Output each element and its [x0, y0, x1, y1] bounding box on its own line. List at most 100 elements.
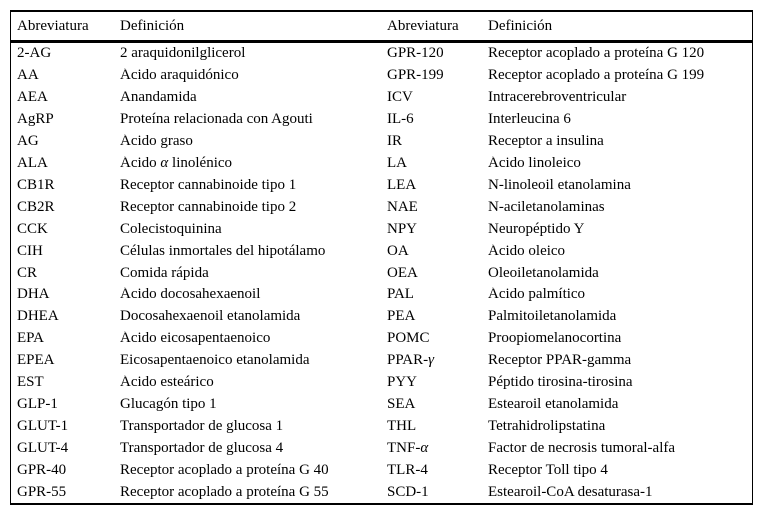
table-row: AEA Anandamida ICV Intracerebroventricul… [11, 87, 752, 109]
definition-cell-right: Tetrahidrolipstatina [488, 418, 606, 434]
table-row: CB1R Receptor cannabinoide tipo 1 LEA N-… [11, 174, 752, 196]
table-row: 2-AG 2 araquidonilglicerol GPR-120 Recep… [11, 43, 752, 65]
definition-cell-right: Receptor acoplado a proteína G 120 [488, 46, 705, 62]
table-row: AgRP Proteína relacionada con Agouti IL-… [11, 109, 752, 131]
definition-cell-left: Transportador de glucosa 1 [120, 418, 284, 434]
header-abbreviation-left: Abreviatura [17, 18, 89, 34]
abbreviation-cell-right: SCD-1 [387, 484, 429, 500]
definition-cell-right: Péptido tirosina-tirosina [488, 375, 633, 391]
abbreviation-cell-right: OEA [387, 265, 418, 281]
abbreviation-cell-right: TNF-α [387, 440, 429, 456]
definition-cell-left: Proteína relacionada con Agouti [120, 112, 313, 128]
abbreviation-cell-right: PPAR-γ [387, 353, 435, 369]
definition-cell-right: Proopiomelanocortina [488, 331, 622, 347]
abbreviation-cell-left: CB1R [17, 177, 55, 193]
abbreviation-cell-right: POMC [387, 331, 430, 347]
table-row: AG Ácido graso IR Receptor a insulina [11, 131, 752, 153]
definition-cell-left: Colecistoquinina [120, 221, 222, 237]
table-row: GLUT-1 Transportador de glucosa 1 THL Te… [11, 415, 752, 437]
abbreviation-cell-right: OA [387, 243, 409, 259]
header-abbreviation-right: Abreviatura [387, 18, 459, 34]
definition-cell-left: Células inmortales del hipotálamo [120, 243, 326, 259]
abbreviation-cell-left: AEA [17, 90, 48, 106]
definition-cell-left: Ácido araquidónico [120, 68, 239, 84]
definition-cell-right: Estearoil-CoA desaturasa-1 [488, 484, 653, 500]
header-definition-right: Definición [488, 18, 553, 34]
definition-cell-left: Anandamida [120, 90, 197, 106]
abbreviation-cell-right: PEA [387, 309, 416, 325]
table-row: AA Ácido araquidónico GPR-199 Receptor a… [11, 65, 752, 87]
definition-cell-right: Receptor PPAR-gamma [488, 353, 632, 369]
abbreviation-cell-right: ICV [387, 90, 413, 106]
definition-cell-left: Ácido eicosapentaenoico [120, 331, 271, 347]
abbreviation-cell-left: 2-AG [17, 46, 52, 62]
abbreviation-cell-left: GPR-40 [17, 462, 67, 478]
abbreviation-cell-right: SEA [387, 396, 416, 412]
abbreviation-cell-left: GLUT-1 [17, 418, 69, 434]
definition-cell-left: Ácido docosahexaenoil [120, 287, 261, 303]
definition-cell-left: Comida rápida [120, 265, 209, 281]
definition-cell-left: Receptor acoplado a proteína G 55 [120, 484, 329, 500]
table-row: GLP-1 Glucagón tipo 1 SEA Estearoil etan… [11, 394, 752, 416]
definition-cell-right: Neuropéptido Y [488, 221, 585, 237]
abbreviation-cell-left: GLP-1 [17, 396, 58, 412]
abbreviation-cell-left: EPEA [17, 353, 55, 369]
definition-cell-left: Ácido graso [120, 134, 193, 150]
abbreviation-cell-left: AA [17, 68, 39, 84]
definition-cell-right: Ácido oleico [488, 243, 566, 259]
definition-cell-right: Factor de necrosis tumoral-alfa [488, 440, 676, 456]
table-row: DHEA Docosahexaenoil etanolamida PEA Pal… [11, 306, 752, 328]
definition-cell-left: Receptor cannabinoide tipo 2 [120, 199, 297, 215]
abbreviation-cell-right: IR [387, 134, 402, 150]
definition-cell-right: Ácido palmítico [488, 287, 586, 303]
definition-cell-left: 2 araquidonilglicerol [120, 46, 246, 62]
abbreviation-cell-right: PYY [387, 375, 418, 391]
definition-cell-right: Receptor Toll tipo 4 [488, 462, 608, 478]
abbreviation-cell-left: AG [17, 134, 39, 150]
table-row: GPR-55 Receptor acoplado a proteína G 55… [11, 481, 752, 503]
abbreviation-cell-right: TLR-4 [387, 462, 428, 478]
table-row: ALA Ácido α linolénico LA Ácido linoleic… [11, 153, 752, 175]
table-header-row: Abreviatura Definición Abreviatura Defin… [11, 12, 752, 43]
table-row: DHA Ácido docosahexaenoil PAL Ácido palm… [11, 284, 752, 306]
table-row: CB2R Receptor cannabinoide tipo 2 NAE N-… [11, 196, 752, 218]
abbreviation-cell-right: PAL [387, 287, 414, 303]
definition-cell-left: Ácido α linolénico [120, 155, 233, 171]
definition-cell-right: N-aciletanolaminas [488, 199, 605, 215]
table-row: GPR-40 Receptor acoplado a proteína G 40… [11, 459, 752, 481]
abbreviation-cell-left: CIH [17, 243, 43, 259]
definition-cell-right: Oleoiletanolamida [488, 265, 599, 281]
definition-cell-right: N-linoleoil etanolamina [488, 177, 631, 193]
table-row: CIH Células inmortales del hipotálamo OA… [11, 240, 752, 262]
abbreviation-cell-left: DHEA [17, 309, 59, 325]
definition-cell-left: Glucagón tipo 1 [120, 396, 217, 412]
abbreviation-cell-right: IL-6 [387, 112, 414, 128]
abbreviation-cell-left: CR [17, 265, 38, 281]
definition-cell-left: Eicosapentaenoico etanolamida [120, 353, 310, 369]
abbreviation-cell-left: AgRP [17, 112, 54, 128]
abbreviation-cell-left: EST [17, 375, 44, 391]
abbreviation-cell-right: NPY [387, 221, 418, 237]
table-row: CR Comida rápida OEA Oleoiletanolamida [11, 262, 752, 284]
definition-cell-right: Receptor acoplado a proteína G 199 [488, 68, 705, 84]
definition-cell-right: Ácido linoleico [488, 155, 581, 171]
abbreviation-cell-left: GLUT-4 [17, 440, 69, 456]
definition-cell-right: Receptor a insulina [488, 134, 604, 150]
definition-cell-right: Palmitoiletanolamida [488, 309, 617, 325]
definition-cell-left: Docosahexaenoil etanolamida [120, 309, 301, 325]
abbreviation-cell-right: LA [387, 155, 407, 171]
abbreviation-cell-left: CCK [17, 221, 48, 237]
abbreviation-cell-left: EPA [17, 331, 44, 347]
table-row: CCK Colecistoquinina NPY Neuropéptido Y [11, 218, 752, 240]
abbreviation-cell-right: LEA [387, 177, 417, 193]
abbreviation-cell-right: GPR-199 [387, 68, 444, 84]
definition-cell-left: Receptor cannabinoide tipo 1 [120, 177, 297, 193]
header-definition-left: Definición [120, 18, 185, 34]
abbreviation-cell-right: GPR-120 [387, 46, 444, 62]
table-row: EPEA Eicosapentaenoico etanolamida PPAR-… [11, 350, 752, 372]
abbreviation-cell-right: NAE [387, 199, 418, 215]
definition-cell-left: Receptor acoplado a proteína G 40 [120, 462, 329, 478]
definition-cell-left: Transportador de glucosa 4 [120, 440, 284, 456]
definition-cell-left: Ácido esteárico [120, 375, 214, 391]
abbreviation-cell-right: THL [387, 418, 417, 434]
